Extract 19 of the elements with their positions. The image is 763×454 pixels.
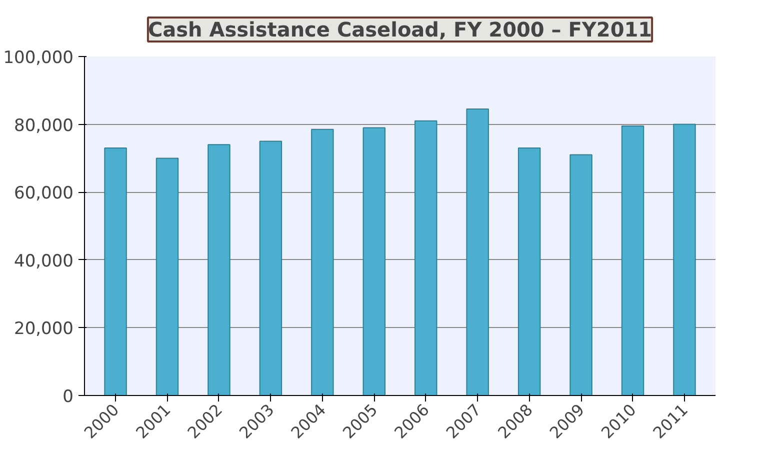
bar bbox=[518, 148, 541, 396]
bar bbox=[362, 127, 386, 396]
bar bbox=[259, 140, 282, 396]
bar bbox=[208, 144, 230, 396]
y-tick-label: 0 bbox=[62, 387, 74, 407]
bar bbox=[156, 158, 179, 396]
chart-title: Cash Assistance Caseload, FY 2000 – FY2011 bbox=[148, 18, 652, 42]
bar bbox=[414, 120, 438, 396]
y-tick-label: 100,000 bbox=[3, 48, 74, 68]
bar bbox=[570, 154, 592, 396]
y-tick-label: 40,000 bbox=[14, 251, 74, 272]
bar bbox=[621, 125, 644, 396]
y-tick-label: 60,000 bbox=[14, 184, 74, 204]
bar bbox=[311, 128, 334, 396]
y-tick-label: 20,000 bbox=[14, 319, 74, 340]
bar bbox=[104, 148, 127, 396]
bar bbox=[673, 124, 696, 396]
bar bbox=[466, 108, 489, 396]
y-tick-label: 80,000 bbox=[14, 116, 74, 136]
